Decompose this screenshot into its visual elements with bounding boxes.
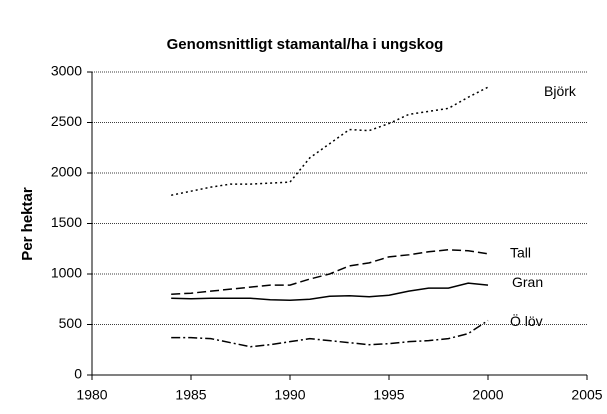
x-tick-label: 1985 — [175, 387, 206, 403]
series-label: Tall — [510, 245, 531, 261]
x-tick-label: 1980 — [76, 387, 107, 403]
series-line — [171, 86, 489, 196]
series-line — [171, 282, 489, 302]
chart-title: Genomsnittligt stamantal/ha i ungskog — [167, 36, 444, 53]
y-tick-label: 3000 — [51, 63, 82, 79]
y-tick-label: 500 — [59, 315, 83, 331]
y-tick-label: 0 — [74, 366, 82, 382]
y-tick-label: 2000 — [51, 164, 82, 180]
series-line — [171, 249, 489, 295]
series-line — [171, 319, 489, 348]
y-tick-label: 1000 — [51, 265, 82, 281]
x-tick-label: 1990 — [274, 387, 305, 403]
series-label: Björk — [544, 83, 577, 99]
y-axis-label: Per hektar — [19, 187, 36, 261]
series-label: Gran — [512, 274, 543, 290]
y-tick-label: 1500 — [51, 214, 82, 230]
x-tick-label: 1995 — [373, 387, 404, 403]
y-tick-label: 2500 — [51, 113, 82, 129]
series-label: Ö löv — [510, 312, 543, 329]
x-tick-label: 2000 — [472, 387, 503, 403]
x-tick-label: 2005 — [571, 387, 602, 403]
